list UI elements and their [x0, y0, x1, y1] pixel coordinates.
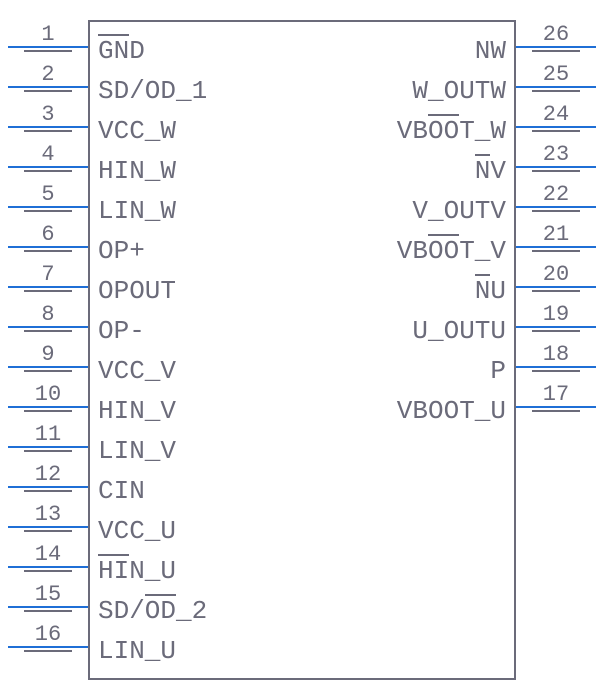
- pin-number: 26: [516, 22, 596, 47]
- pin-number: 20: [516, 262, 596, 287]
- overline: [475, 274, 491, 276]
- pin-label: CIN: [98, 476, 145, 506]
- pin-underline: [24, 370, 72, 372]
- pin-underline: [532, 290, 580, 292]
- pin-underline: [24, 450, 72, 452]
- pin-underline: [532, 50, 580, 52]
- pin-number: 22: [516, 182, 596, 207]
- pin-number: 24: [516, 102, 596, 127]
- pin-underline: [24, 50, 72, 52]
- pin-number: 2: [8, 62, 88, 87]
- pin-underline: [24, 290, 72, 292]
- pin-number: 18: [516, 342, 596, 367]
- pin-underline: [24, 570, 72, 572]
- pin-underline: [24, 210, 72, 212]
- pin-label: P: [490, 356, 506, 386]
- overline: [428, 234, 459, 236]
- pin-number: 14: [8, 542, 88, 567]
- pin-underline: [24, 90, 72, 92]
- pin-number: 19: [516, 302, 596, 327]
- pin-number: 9: [8, 342, 88, 367]
- pin-label: VBOOT_V: [397, 236, 506, 266]
- pin-label: VCC_V: [98, 356, 176, 386]
- pin-label: VCC_U: [98, 516, 176, 546]
- pin-number: 4: [8, 142, 88, 167]
- pin-underline: [24, 490, 72, 492]
- pin-number: 7: [8, 262, 88, 287]
- pin-number: 23: [516, 142, 596, 167]
- pin-underline: [24, 610, 72, 612]
- pin-underline: [532, 370, 580, 372]
- pin-number: 1: [8, 22, 88, 47]
- pin-label: SD/OD_1: [98, 76, 207, 106]
- overline: [475, 154, 491, 156]
- pin-label: NV: [475, 156, 506, 186]
- pin-underline: [24, 330, 72, 332]
- pin-label: V_OUTV: [412, 196, 506, 226]
- pin-underline: [24, 250, 72, 252]
- overline: [98, 34, 129, 36]
- pin-number: 6: [8, 222, 88, 247]
- pin-number: 13: [8, 502, 88, 527]
- pin-underline: [532, 210, 580, 212]
- overline: [98, 554, 129, 556]
- pin-label: HIN_W: [98, 156, 176, 186]
- pin-label: SD/OD_2: [98, 596, 207, 626]
- pin-number: 25: [516, 62, 596, 87]
- pin-number: 15: [8, 582, 88, 607]
- pin-underline: [24, 170, 72, 172]
- pin-underline: [532, 130, 580, 132]
- pin-number: 5: [8, 182, 88, 207]
- pin-number: 8: [8, 302, 88, 327]
- pin-underline: [24, 130, 72, 132]
- pin-label: LIN_V: [98, 436, 176, 466]
- pin-label: U_OUTU: [412, 316, 506, 346]
- overline: [428, 114, 459, 116]
- pin-label: VCC_W: [98, 116, 176, 146]
- pin-label: LIN_W: [98, 196, 176, 226]
- pin-underline: [532, 410, 580, 412]
- pin-underline: [532, 90, 580, 92]
- pin-number: 12: [8, 462, 88, 487]
- pin-label: LIN_U: [98, 636, 176, 666]
- overline: [145, 594, 176, 596]
- pin-label: VBOOT_W: [397, 116, 506, 146]
- pin-underline: [24, 650, 72, 652]
- pin-label: W_OUTW: [412, 76, 506, 106]
- pin-label: VBOOT_U: [397, 396, 506, 426]
- pin-label: HIN_V: [98, 396, 176, 426]
- pin-label: HIN_U: [98, 556, 176, 586]
- pin-underline: [532, 330, 580, 332]
- pin-label: GND: [98, 36, 145, 66]
- pin-label: OP+: [98, 236, 145, 266]
- pin-number: 17: [516, 382, 596, 407]
- pin-number: 10: [8, 382, 88, 407]
- pin-underline: [532, 170, 580, 172]
- pin-number: 11: [8, 422, 88, 447]
- pin-number: 16: [8, 622, 88, 647]
- pin-underline: [532, 250, 580, 252]
- pin-underline: [24, 530, 72, 532]
- pin-label: OP-: [98, 316, 145, 346]
- pin-label: OPOUT: [98, 276, 176, 306]
- pin-number: 3: [8, 102, 88, 127]
- pin-label: NW: [475, 36, 506, 66]
- pin-label: NU: [475, 276, 506, 306]
- pin-underline: [24, 410, 72, 412]
- pin-number: 21: [516, 222, 596, 247]
